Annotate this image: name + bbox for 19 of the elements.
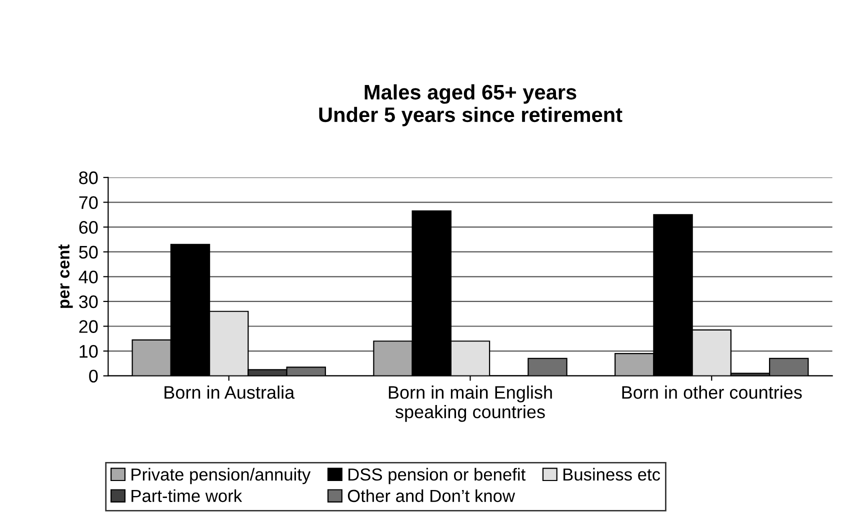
x-tick-label: Born in Australia (164, 386, 295, 399)
y-tick-label: 10 (80, 344, 98, 358)
x-tick-label: Born in main English speaking countries (388, 386, 552, 422)
y-tick-label: 80 (79, 171, 98, 184)
legend-label: Business etc (564, 468, 660, 481)
legend-label: Other and Don’t know (348, 489, 516, 502)
y-tick-label: 40 (78, 270, 98, 284)
y-tick-label: 70 (79, 196, 98, 209)
legend-label: DSS pension or benefit (348, 468, 526, 484)
legend-label: Part-time work (132, 489, 242, 502)
x-tick-label: Born in other countries (622, 386, 802, 399)
chart-title: Males aged 65+ years Under 5 years since retirement (319, 84, 622, 126)
y-tick-label: 50 (79, 246, 98, 259)
y-tick-label: 30 (79, 295, 98, 308)
y-tick-label: 60 (79, 221, 98, 234)
y-axis-title: per cent (58, 244, 73, 308)
y-tick-label: 20 (79, 320, 98, 333)
y-tick-label: 0 (89, 370, 98, 383)
legend-label: Private pension/annuity (132, 468, 311, 484)
